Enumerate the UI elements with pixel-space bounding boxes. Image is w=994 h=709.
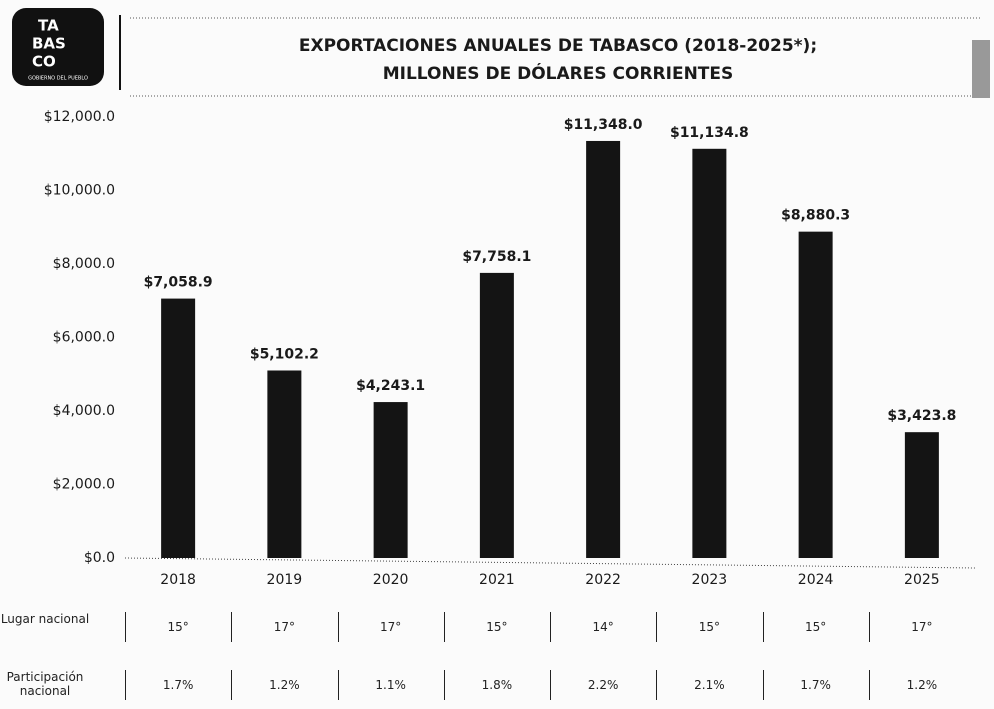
table-cell: 1.8% — [481, 678, 513, 692]
y-tick-label: $12,000.0 — [44, 109, 115, 125]
cell-divider — [443, 612, 445, 642]
x-tick-label: 2018 — [160, 572, 196, 588]
table-cell: 1.2% — [269, 678, 300, 692]
cell-divider — [868, 670, 870, 700]
x-tick-label: 2021 — [479, 572, 515, 588]
table-cell: 1.2% — [906, 678, 938, 692]
data-label: $7,758.1 — [462, 249, 531, 265]
x-tick-label: 2020 — [373, 572, 409, 588]
bar — [798, 231, 833, 558]
cell-divider — [550, 612, 551, 642]
logo-text: CO — [32, 53, 56, 71]
x-tick-label: 2025 — [904, 572, 940, 588]
cell-divider — [125, 670, 126, 700]
corner-mark — [972, 40, 990, 98]
table-cell: 17° — [379, 620, 402, 634]
table-cell: 17° — [911, 620, 933, 634]
baseline — [124, 557, 976, 569]
cell-divider — [231, 612, 233, 642]
y-tick-label: $4,000.0 — [53, 403, 115, 419]
cell-divider — [762, 670, 764, 700]
x-tick-label: 2023 — [692, 572, 728, 588]
table-cell: 2.1% — [694, 678, 725, 692]
data-label: $3,423.8 — [887, 408, 956, 424]
cell-divider — [231, 670, 233, 700]
cell-divider — [550, 670, 551, 700]
y-tick-label: $2,000.0 — [53, 477, 115, 493]
chart-subtitle: MILLONES DE DÓLARES CORRIENTES — [383, 62, 734, 84]
table-cell: 1.1% — [375, 678, 406, 692]
data-label: $11,348.0 — [564, 117, 643, 133]
table-cell: 15° — [804, 620, 827, 634]
cell-divider — [868, 612, 870, 642]
x-tick-label: 2024 — [798, 572, 834, 588]
bar — [586, 140, 621, 558]
bar — [904, 432, 939, 558]
table-cell: 15° — [486, 620, 508, 634]
x-tick-label: 2019 — [267, 572, 303, 588]
chart-title: EXPORTACIONES ANUALES DE TABASCO (2018-2… — [299, 36, 817, 56]
bar — [479, 272, 514, 558]
table-cell: 15° — [167, 620, 189, 634]
row-label: Participación nacional — [6, 670, 84, 698]
table-cell: 2.2% — [587, 678, 619, 692]
table-cell: 1.7% — [800, 678, 831, 692]
data-label: $5,102.2 — [250, 346, 319, 362]
cell-divider — [337, 670, 339, 700]
cell-divider — [125, 612, 126, 642]
data-label: $4,243.1 — [356, 378, 425, 394]
data-label: $8,880.3 — [781, 208, 850, 224]
cell-divider — [337, 612, 339, 642]
y-tick-label: $0.0 — [84, 550, 115, 566]
data-label: $11,134.8 — [670, 125, 749, 141]
logo-text: BAS — [32, 35, 66, 53]
y-tick-label: $8,000.0 — [53, 256, 115, 272]
bar — [692, 148, 727, 559]
cell-divider — [656, 612, 658, 642]
y-tick-label: $6,000.0 — [53, 330, 115, 346]
cell-divider — [656, 670, 658, 700]
cell-divider — [443, 670, 445, 700]
bar — [373, 402, 408, 558]
row-label: Lugar nacional — [0, 612, 90, 626]
table-cell: 17° — [273, 620, 296, 634]
logo-text: GOBIERNO DEL PUEBLO — [28, 76, 88, 82]
table-cell: 14° — [592, 620, 614, 634]
bar — [267, 370, 302, 558]
table-cell: 1.7% — [162, 678, 194, 692]
x-tick-label: 2022 — [585, 572, 621, 588]
table-cell: 15° — [698, 620, 721, 634]
data-label: $7,058.9 — [144, 275, 213, 291]
logo — [12, 8, 104, 86]
logo-text: TA — [38, 17, 59, 35]
cell-divider — [762, 612, 764, 642]
y-tick-label: $10,000.0 — [44, 183, 115, 199]
bar — [161, 298, 196, 558]
